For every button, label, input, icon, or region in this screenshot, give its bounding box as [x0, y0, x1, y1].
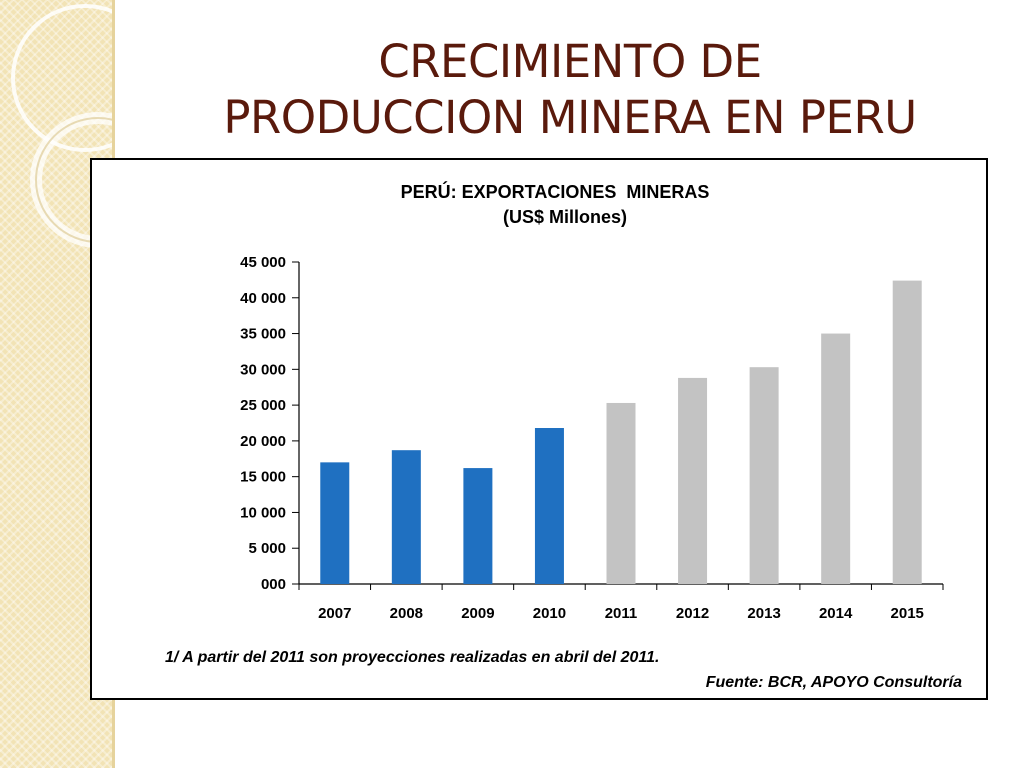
bar-2011: [606, 402, 636, 584]
bar-2007: [320, 462, 350, 584]
y-tick-label: 35 000: [240, 326, 286, 343]
chart-footnote: 1/ A partir del 2011 son proyecciones re…: [165, 649, 659, 666]
bar-2008: [391, 450, 421, 584]
x-tick-label: 2010: [533, 605, 566, 622]
y-tick-label: 30 000: [240, 361, 286, 378]
y-tick-label: 20 000: [240, 433, 286, 450]
y-tick-label: 45 000: [240, 254, 286, 271]
y-tick-label: 000: [261, 576, 286, 593]
slide-title-line-1: CRECIMIENTO DE: [378, 35, 762, 88]
x-axis: 2007 2008 2009 2010 2011 2012 2013 2014 2015: [298, 583, 944, 622]
y-tick-label: 15 000: [240, 469, 286, 486]
bar-2010: [534, 428, 564, 584]
chart-source: Fuente: BCR, APOYO Consultoría: [706, 674, 962, 691]
bars: [320, 280, 922, 584]
y-tick-label: 10 000: [240, 504, 286, 521]
y-axis: 000 5 000 10 000 15 000 20 000 25 000 30 000 35…: [240, 254, 300, 593]
chart-title: PERÚ: EXPORTACIONES MINERAS: [401, 181, 710, 202]
bar-2012: [678, 377, 708, 584]
x-tick-label: 2013: [747, 605, 780, 622]
y-tick-label: 25 000: [240, 397, 286, 414]
bar-2013: [749, 367, 779, 584]
bar-2014: [821, 333, 851, 584]
slide-title: CRECIMIENTO DE PRODUCCION MINERA EN PERU: [130, 34, 1010, 146]
x-tick-label: 2007: [318, 605, 351, 622]
y-tick-label: 5 000: [248, 540, 286, 557]
x-tick-label: 2011: [605, 605, 638, 622]
bar-2009: [463, 468, 493, 584]
x-tick-label: 2012: [676, 605, 709, 622]
chart-subtitle: (US$ Millones): [503, 207, 627, 227]
bar-2015: [892, 280, 922, 584]
x-tick-label: 2015: [891, 605, 924, 622]
bar-chart: PERÚ: EXPORTACIONES MINERAS (US$ Millone…: [165, 181, 962, 691]
slide-title-line-2: PRODUCCION MINERA EN PERU: [223, 91, 917, 144]
x-tick-label: 2009: [461, 605, 494, 622]
x-tick-label: 2008: [390, 605, 423, 622]
x-tick-label: 2014: [819, 605, 853, 622]
y-tick-label: 40 000: [240, 290, 286, 307]
